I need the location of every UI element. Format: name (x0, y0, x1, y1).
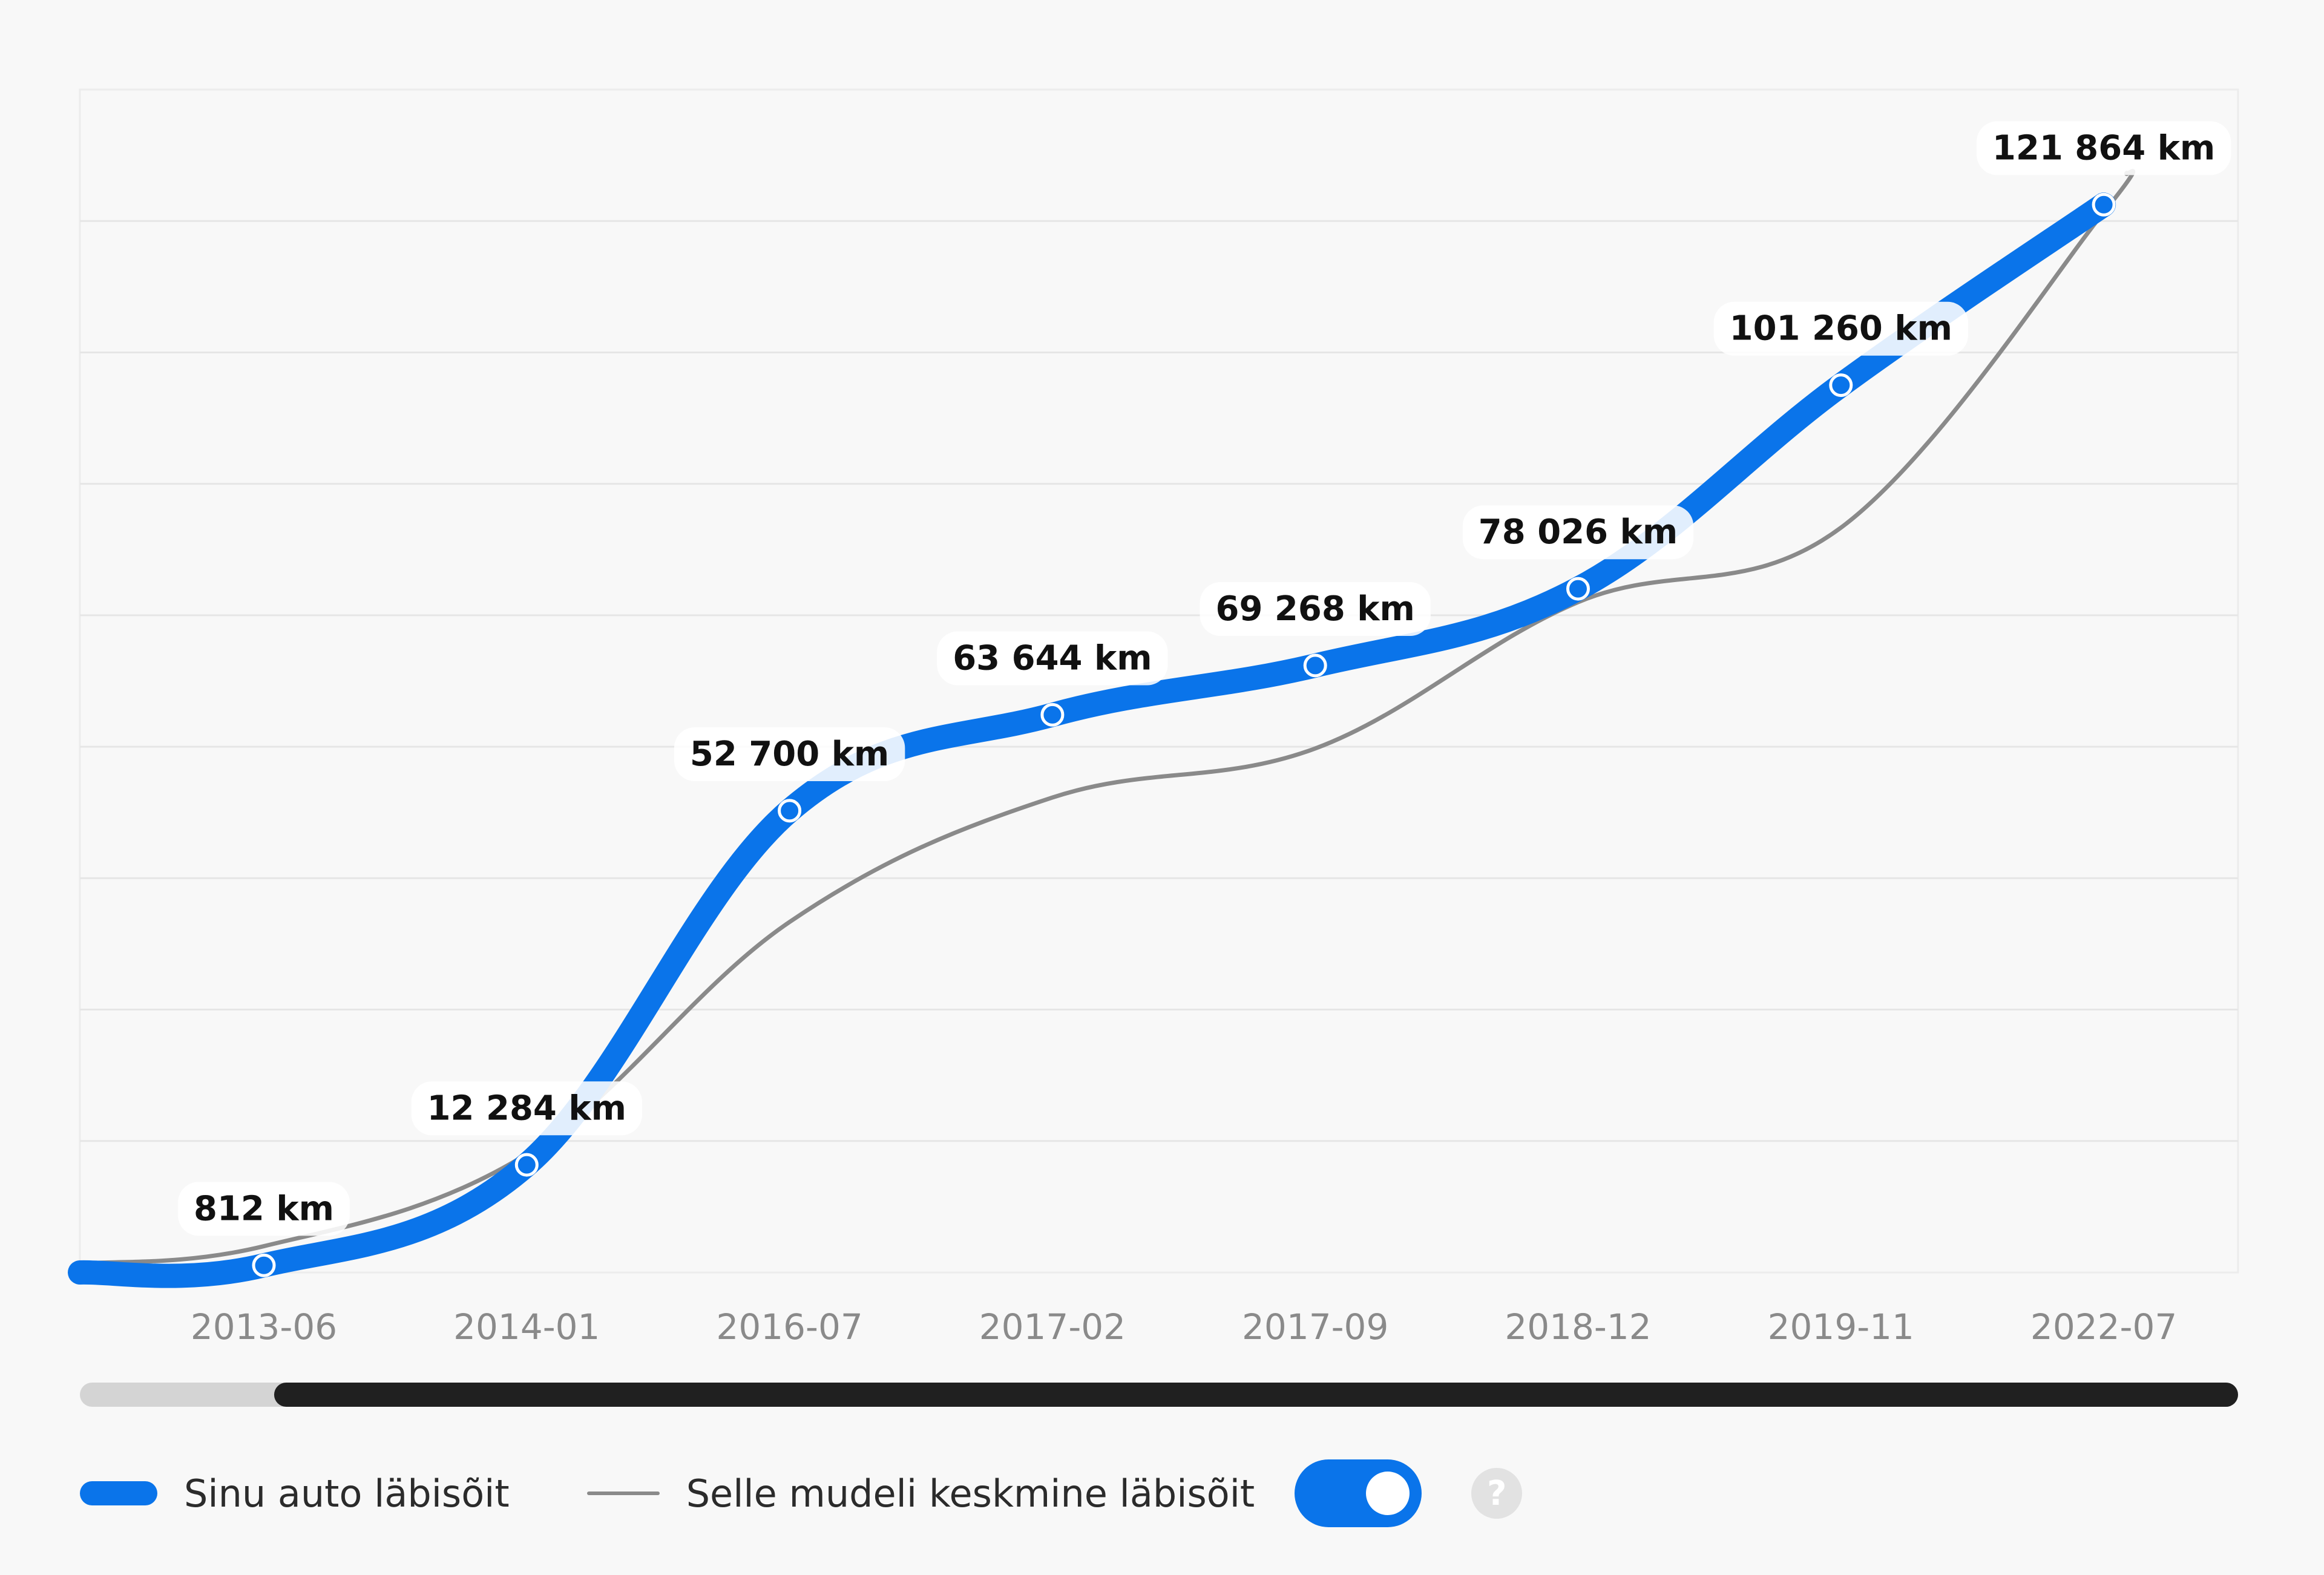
toggle-knob[interactable] (1366, 1472, 1410, 1515)
data-label: 121 864 km (1976, 121, 2231, 175)
help-glyph: ? (1486, 1473, 1507, 1513)
data-label-text: 78 026 km (1479, 512, 1678, 552)
average-mileage-line (77, 169, 2136, 1266)
own-mileage-point[interactable] (1303, 653, 1327, 678)
data-label-text: 121 864 km (1992, 128, 2215, 168)
average-mileage-legend-label: Selle mudeli keskmine läbisõit (686, 1471, 1255, 1516)
data-label-bg (1200, 582, 1431, 637)
data-label-bg (178, 1182, 350, 1236)
data-label-bg (1462, 505, 1694, 560)
data-label: 52 700 km (674, 727, 905, 781)
question-mark-icon[interactable]: ? (1471, 1468, 1523, 1519)
x-tick-label: 2017-09 (1242, 1306, 1388, 1347)
own-mileage-point[interactable] (778, 799, 802, 823)
data-label-bg (411, 1081, 643, 1136)
data-label: 101 260 km (1713, 301, 1968, 356)
data-label: 69 268 km (1200, 582, 1431, 637)
own-mileage-point[interactable] (1040, 702, 1065, 727)
data-label-bg (937, 631, 1168, 686)
x-tick-label: 2016-07 (716, 1306, 862, 1347)
x-tick-label: 2019-11 (1768, 1306, 1914, 1347)
data-label-text: 52 700 km (690, 735, 889, 774)
own-mileage-swatch (80, 1481, 157, 1505)
x-tick-label: 2013-06 (191, 1306, 337, 1347)
data-label: 12 284 km (411, 1081, 643, 1136)
data-label-bg (1976, 121, 2231, 175)
own-mileage-point[interactable] (252, 1253, 276, 1277)
data-label-bg (674, 727, 905, 781)
own-mileage-point[interactable] (1829, 373, 1853, 398)
x-tick-label: 2017-02 (979, 1306, 1126, 1347)
own-mileage-point[interactable] (2092, 192, 2116, 217)
average-mileage-toggle[interactable] (1295, 1459, 1422, 1527)
data-label-bg (1713, 301, 1968, 356)
own-mileage-points (252, 192, 2116, 1277)
average-mileage-swatch (586, 1492, 660, 1495)
legend: Sinu auto läbisõit Selle mudeli keskmine… (80, 1459, 1523, 1527)
own-mileage-point[interactable] (514, 1153, 539, 1177)
data-label: 812 km (178, 1182, 350, 1236)
data-label-text: 812 km (194, 1189, 334, 1228)
data-label-text: 101 260 km (1730, 309, 1952, 349)
x-axis-ticks: 2013-06 2014-01 2016-07 2017-02 2017-09 2018-… (191, 1306, 2177, 1347)
data-label-text: 63 644 km (953, 638, 1152, 678)
own-mileage-point[interactable] (1566, 577, 1590, 601)
data-label: 63 644 km (937, 631, 1168, 686)
x-tick-label: 2022-07 (2030, 1306, 2177, 1347)
scrollbar-thumb[interactable] (274, 1383, 2239, 1407)
time-range-scrollbar[interactable] (80, 1383, 2239, 1407)
x-tick-label: 2018-12 (1505, 1306, 1651, 1347)
x-tick-label: 2014-01 (453, 1306, 600, 1347)
own-mileage-legend-label: Sinu auto läbisõit (184, 1471, 510, 1516)
data-label-text: 69 268 km (1215, 589, 1414, 629)
data-label: 78 026 km (1462, 505, 1694, 560)
data-labels: 812 km 12 284 km 52 700 km 63 644 km 69 268 … (178, 121, 2231, 1236)
data-label-text: 12 284 km (427, 1089, 626, 1128)
